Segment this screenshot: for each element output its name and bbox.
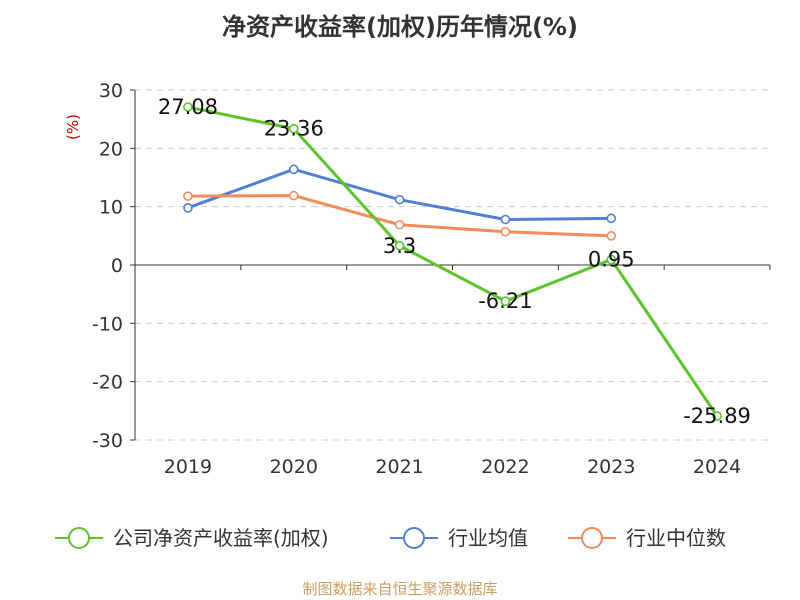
series-layer <box>183 102 722 421</box>
y-axis-label: (%) <box>64 114 82 140</box>
data-label: 27.08 <box>158 95 218 119</box>
legend-marker <box>581 527 603 549</box>
y-tick-label: 20 <box>99 138 123 160</box>
axes: 30 20 10 0 -10 -20 -30 2019 2020 2021 2022 2023 2024 <box>92 80 771 478</box>
legend-label: 行业均值 <box>448 526 528 550</box>
legend-label: 行业中位数 <box>626 526 726 550</box>
x-tick-label: 2020 <box>270 456 318 478</box>
data-point <box>288 164 299 175</box>
data-point <box>606 231 617 241</box>
legend-marker <box>403 527 425 549</box>
legend-marker <box>68 527 90 549</box>
x-tick-label: 2024 <box>693 456 741 478</box>
data-point <box>606 254 617 265</box>
data-point <box>394 240 405 251</box>
data-point <box>712 411 722 421</box>
y-tick-label: -30 <box>92 430 123 452</box>
data-point <box>288 190 299 201</box>
data-labels: 27.08 23.36 3.3 -6.21 0.95 -25.89 <box>158 95 751 428</box>
grid <box>135 89 770 441</box>
data-point <box>183 203 193 213</box>
source-note: 制图数据来自恒生聚源数据库 <box>302 580 497 598</box>
x-tick-label: 2023 <box>587 456 635 478</box>
data-label: 0.95 <box>588 247 635 271</box>
data-point <box>500 226 511 237</box>
y-tick-label: -20 <box>92 372 123 394</box>
data-point <box>288 123 299 134</box>
data-point <box>500 296 511 307</box>
data-point <box>500 214 511 225</box>
data-label: -25.89 <box>683 404 751 428</box>
chart-title: 净资产收益率(加权)历年情况(%) <box>222 13 578 41</box>
y-tick-label: 0 <box>111 255 123 277</box>
data-point <box>394 194 405 205</box>
data-point <box>183 191 193 201</box>
data-label: 3.3 <box>383 234 416 258</box>
y-tick-label: 10 <box>99 197 123 219</box>
x-tick-label: 2022 <box>481 456 529 478</box>
y-tick-label: 30 <box>99 80 123 102</box>
legend-item[interactable]: 行业中位数 <box>568 526 726 550</box>
legend-label: 公司净资产收益率(加权) <box>113 526 329 550</box>
series-line <box>187 105 719 417</box>
data-label: 23.36 <box>264 117 324 141</box>
legend-item[interactable]: 行业均值 <box>390 526 528 550</box>
x-tick-label: 2021 <box>375 456 423 478</box>
data-point <box>606 213 617 224</box>
y-tick-label: -10 <box>92 313 123 335</box>
legend-item[interactable]: 公司净资产收益率(加权) <box>55 526 329 550</box>
x-tick-label: 2019 <box>164 456 212 478</box>
legend[interactable]: 公司净资产收益率(加权) 行业均值 行业中位数 <box>55 526 726 550</box>
data-point <box>183 102 193 112</box>
data-label: -6.21 <box>478 289 532 313</box>
data-point <box>394 219 405 230</box>
